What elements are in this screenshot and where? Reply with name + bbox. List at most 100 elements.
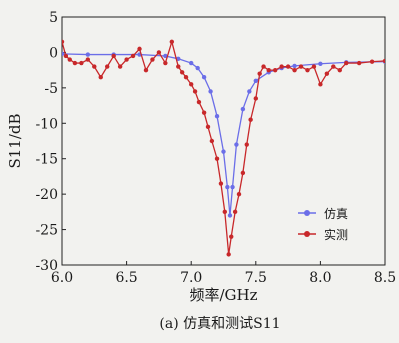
data-point [192, 89, 198, 94]
data-point [214, 114, 220, 119]
data-point [305, 67, 310, 73]
data-point [111, 53, 116, 59]
data-point [169, 39, 175, 44]
data-point [311, 64, 317, 69]
data-point [236, 191, 242, 197]
data-point [272, 67, 278, 73]
figure-caption: (a) 仿真和测试S11 [159, 316, 280, 332]
data-point [130, 53, 136, 59]
data-point [227, 213, 233, 218]
data-point [189, 60, 194, 66]
x-tick-label: 6.5 [115, 270, 137, 286]
data-point [163, 60, 168, 66]
data-point [98, 75, 103, 80]
series-line [62, 53, 385, 216]
y-axis-title: S11/dB [6, 113, 24, 168]
series-2 [62, 39, 385, 257]
data-point [331, 64, 336, 69]
data-point [205, 124, 211, 130]
data-point [189, 82, 194, 87]
y-tick-label: -15 [35, 152, 58, 168]
data-point [221, 149, 226, 154]
data-point [285, 64, 291, 69]
x-tick-label: 8.5 [374, 270, 396, 286]
data-point [218, 181, 224, 186]
data-point [183, 75, 189, 80]
x-axis-title: 频率/GHz [189, 286, 257, 304]
data-point [201, 75, 207, 80]
legend-marker [304, 210, 310, 216]
data-point [222, 209, 227, 215]
data-point [209, 138, 215, 144]
data-point [261, 64, 266, 69]
data-point [92, 64, 97, 69]
data-point [195, 65, 200, 71]
data-point [230, 184, 235, 190]
data-point [62, 39, 65, 44]
y-tick-label: 5 [49, 10, 58, 26]
data-point [124, 57, 129, 62]
y-tick-label: -25 [35, 223, 58, 239]
data-point [229, 234, 234, 239]
data-point [253, 78, 258, 83]
data-point [163, 53, 168, 59]
data-point [226, 252, 231, 257]
data-point [117, 64, 123, 69]
data-point [196, 99, 202, 105]
data-point [67, 57, 72, 62]
data-point [382, 58, 385, 64]
data-point [344, 60, 349, 66]
data-point [63, 53, 69, 59]
data-point [232, 209, 238, 215]
data-point [369, 59, 375, 64]
data-point [292, 63, 297, 69]
x-tick-label: 8.0 [309, 270, 331, 286]
y-tick-label: 0 [49, 45, 58, 61]
data-point [279, 64, 284, 69]
data-point [85, 57, 91, 62]
data-point [266, 67, 271, 73]
y-tick-label: -20 [35, 187, 58, 203]
plot-frame [61, 16, 386, 266]
data-point [105, 64, 110, 69]
data-point [356, 60, 362, 66]
legend-label: 实测 [324, 227, 348, 242]
data-point [137, 46, 142, 52]
data-point [214, 156, 220, 161]
data-point [240, 106, 246, 112]
data-point [150, 57, 155, 62]
data-point [72, 60, 78, 66]
data-point [318, 82, 323, 87]
series-1 [62, 51, 385, 218]
data-point [247, 89, 252, 94]
legend-label: 仿真 [324, 207, 348, 221]
data-point [248, 117, 253, 122]
data-point [208, 89, 213, 94]
data-point [298, 64, 304, 69]
legend-marker [304, 231, 310, 237]
y-tick-label: -10 [35, 116, 58, 132]
data-point [79, 60, 84, 66]
x-tick-label: 7.0 [180, 270, 202, 286]
data-point [179, 70, 185, 75]
y-tick-label: -5 [44, 81, 58, 97]
data-point [257, 71, 262, 76]
data-point [234, 142, 239, 147]
data-point [143, 67, 149, 73]
data-point [225, 184, 230, 190]
data-point [244, 142, 249, 147]
data-point [240, 170, 246, 176]
x-tick-label: 7.5 [245, 270, 267, 286]
data-point [85, 52, 91, 57]
data-point [201, 110, 207, 115]
data-point [292, 67, 297, 73]
data-point [62, 51, 65, 57]
y-tick-label: -30 [35, 258, 58, 274]
data-point [156, 50, 162, 55]
data-point [337, 67, 342, 73]
data-point [176, 64, 181, 69]
data-point [318, 61, 323, 66]
